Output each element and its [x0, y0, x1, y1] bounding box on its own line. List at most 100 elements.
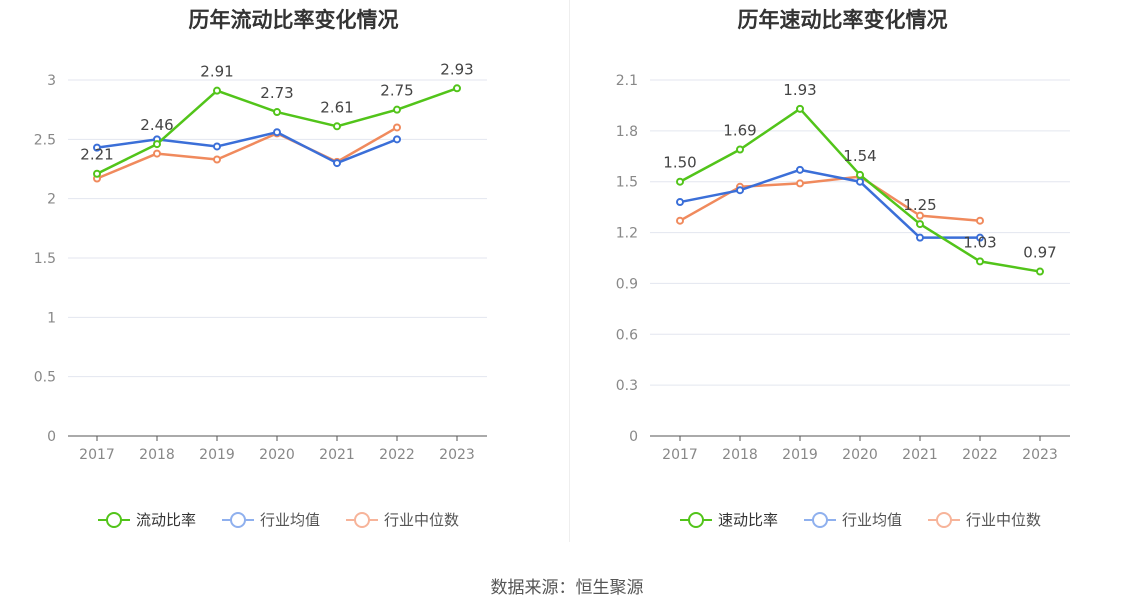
data-point [676, 177, 684, 186]
legend-marker-icon [928, 510, 961, 530]
data-point [736, 145, 744, 154]
legend-marker-icon [346, 510, 379, 530]
legend-dot [812, 511, 829, 528]
data-point [93, 143, 101, 152]
data-point [273, 108, 281, 117]
y-tick-label: 0.3 [616, 378, 638, 394]
legend-item[interactable]: 流动比率 [98, 509, 196, 530]
data-label: 2.21 [80, 146, 113, 164]
data-point [393, 105, 401, 114]
x-tick-label: 2018 [139, 447, 175, 463]
data-point [736, 186, 744, 195]
data-point [976, 233, 984, 242]
data-point [393, 135, 401, 144]
quick-ratio-chart: 0 0.3 0.6 0.9 1.2 1.5 1.8 2.1 2017 2018 2019 2020 20… [616, 73, 1070, 463]
legend-label: 行业中位数 [966, 511, 1042, 529]
data-point [976, 216, 984, 225]
data-point [916, 233, 924, 242]
data-label: 2.46 [140, 116, 173, 134]
panel-divider [569, 0, 570, 542]
data-label: 2.91 [200, 63, 233, 81]
data-point [916, 220, 924, 229]
x-tick-label: 2018 [722, 447, 758, 463]
quick-ratio-panel: 历年速动比率变化情况 0 0.3 0.6 0.9 1.2 1.5 1.8 2.1 2017 201… [567, 0, 1134, 550]
y-tick-label: 2.5 [34, 132, 56, 148]
data-point [453, 84, 461, 93]
y-tick-label: 1.8 [616, 124, 638, 140]
y-tick-label: 2 [47, 192, 56, 208]
legend-item[interactable]: 行业均值 [222, 509, 320, 530]
chart-legend: 流动比率 行业均值 行业中位数 [98, 509, 459, 530]
y-tick-label: 1 [47, 310, 56, 326]
legend-marker-icon [222, 510, 255, 530]
legend-dot [106, 511, 122, 528]
data-point [153, 140, 161, 149]
y-tick-label: 0.6 [616, 327, 638, 343]
data-point [676, 216, 684, 225]
y-tick-label: 1.5 [616, 175, 638, 191]
legend-dot [936, 511, 953, 528]
legend-item[interactable]: 速动比率 [680, 509, 778, 530]
data-point [333, 159, 341, 168]
data-label: 0.97 [1023, 244, 1056, 262]
data-label: 1.25 [903, 196, 936, 214]
x-tick-label: 2019 [199, 447, 235, 463]
data-point [796, 165, 804, 174]
series-line [679, 168, 980, 239]
legend-dot [688, 511, 704, 528]
data-point [213, 142, 221, 151]
y-tick-label: 1.5 [34, 251, 56, 267]
data-label: 2.61 [320, 98, 353, 116]
chart-title: 历年速动比率变化情况 [737, 8, 948, 32]
chart-legend: 速动比率 行业均值 行业中位数 [680, 509, 1041, 530]
data-point [856, 170, 864, 179]
data-point [153, 149, 161, 158]
data-point [856, 177, 864, 186]
data-point [976, 257, 984, 266]
x-tick-label: 2020 [842, 447, 878, 463]
data-point [213, 86, 221, 95]
x-tick-label: 2023 [1022, 447, 1058, 463]
data-label: 1.93 [783, 81, 816, 99]
data-point [676, 198, 684, 207]
legend-item[interactable]: 行业中位数 [928, 509, 1041, 530]
y-tick-label: 0.5 [34, 370, 56, 386]
y-tick-label: 1.2 [616, 226, 638, 242]
legend-label: 行业均值 [842, 511, 903, 529]
x-tick-label: 2020 [259, 447, 295, 463]
y-tick-label: 0.9 [616, 276, 638, 292]
legend-item[interactable]: 行业均值 [804, 509, 902, 530]
legend-item[interactable]: 行业中位数 [346, 509, 459, 530]
legend-label: 行业中位数 [384, 511, 460, 529]
data-point [93, 169, 101, 178]
current-ratio-panel: 历年流动比率变化情况 0 0.5 1 1.5 2 2.5 3 2017 2018 2019 2020… [0, 0, 567, 550]
x-tick-label: 2022 [962, 447, 998, 463]
data-label: 2.75 [380, 82, 413, 100]
data-source: 数据来源：恒生聚源 [490, 578, 644, 598]
x-tick-label: 2021 [902, 447, 938, 463]
data-point [273, 128, 281, 137]
data-point [1036, 267, 1044, 276]
data-label: 1.69 [723, 122, 756, 140]
data-point [333, 122, 341, 131]
legend-label: 行业均值 [260, 511, 321, 529]
y-tick-label: 2.1 [616, 73, 638, 89]
current-ratio-chart: 0 0.5 1 1.5 2 2.5 3 2017 2018 2019 2020 2021 2022 202… [34, 60, 487, 463]
legend-dot [230, 511, 247, 528]
y-tick-label: 0 [47, 429, 56, 445]
y-tick-label: 0 [629, 429, 638, 445]
series-line [96, 126, 398, 180]
data-point [796, 179, 804, 188]
legend-marker-icon [680, 510, 712, 530]
x-tick-label: 2017 [79, 447, 115, 463]
data-label: 1.50 [663, 154, 696, 172]
x-tick-label: 2022 [379, 447, 415, 463]
data-label: 1.03 [963, 233, 996, 251]
x-tick-label: 2019 [782, 447, 818, 463]
data-point [213, 155, 221, 164]
data-label: 2.93 [440, 60, 473, 78]
data-point [916, 211, 924, 220]
data-label: 2.73 [260, 84, 293, 102]
legend-label: 速动比率 [718, 511, 779, 529]
chart-title: 历年流动比率变化情况 [188, 8, 399, 32]
